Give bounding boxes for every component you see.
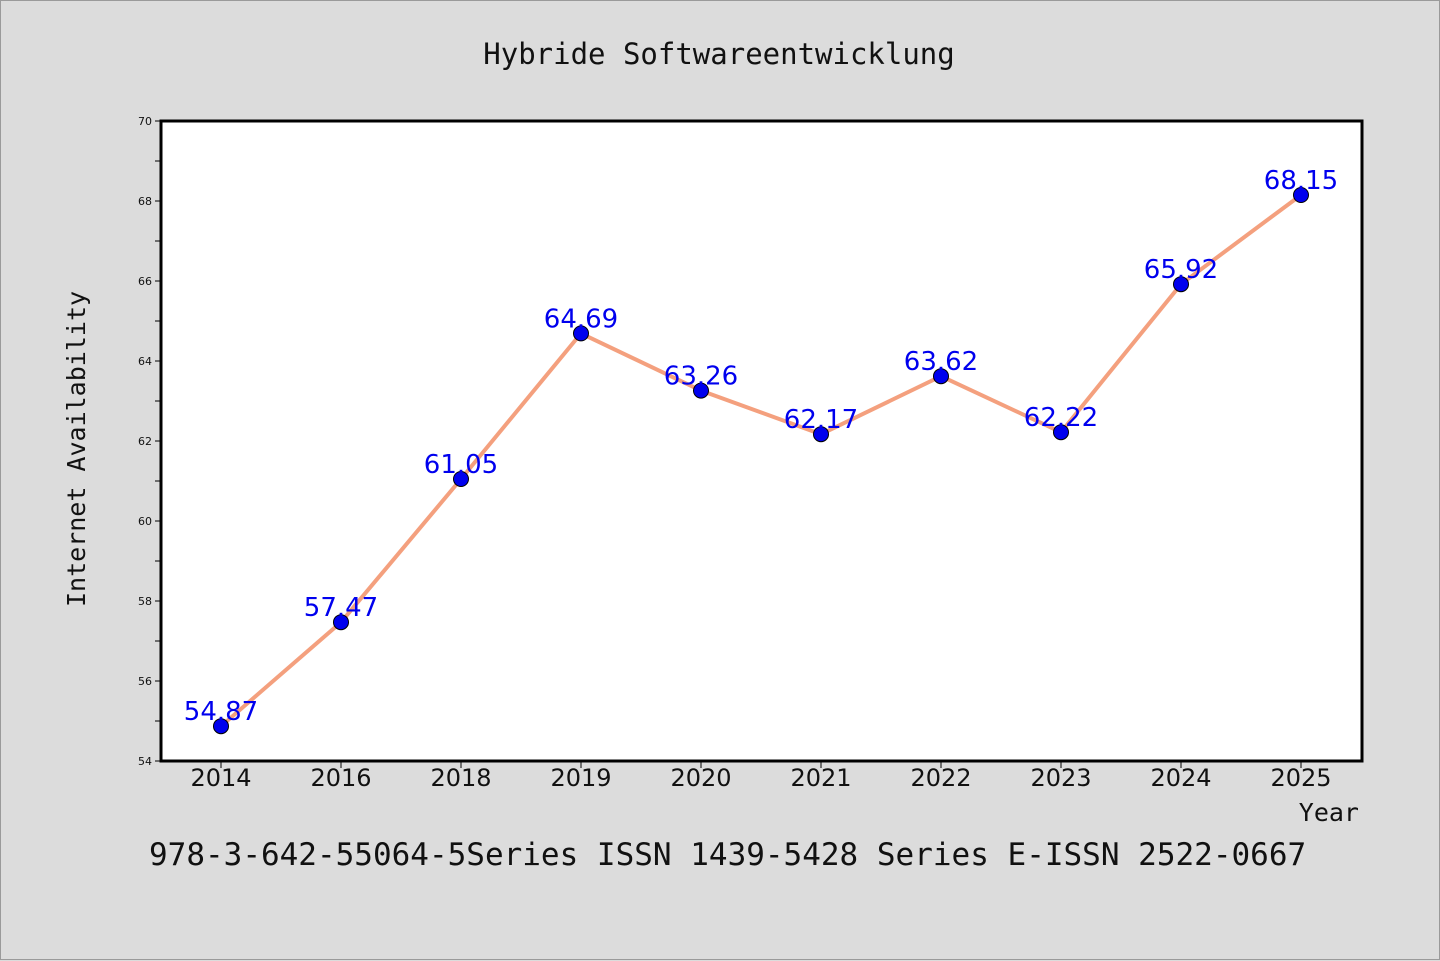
data-point (813, 426, 829, 443)
data-label: 63.26 (664, 362, 738, 392)
y-tick-label: 56 (138, 675, 152, 688)
data-label: 62.17 (784, 405, 858, 435)
y-tick-label: 60 (138, 515, 152, 528)
footer-isbn-issn: 978-3-642-55064-5Series ISSN 1439-5428 S… (149, 837, 1306, 873)
data-label: 54.87 (184, 697, 258, 727)
data-label: 68.15 (1264, 166, 1338, 196)
data-point (1293, 187, 1309, 203)
data-point (1053, 424, 1069, 441)
data-label: 61.05 (424, 450, 498, 480)
x-tick-label: 2016 (310, 764, 371, 792)
data-label: 57.47 (304, 593, 378, 623)
data-point (333, 614, 349, 631)
data-label: 64.69 (544, 304, 618, 334)
data-label: 63.62 (904, 347, 978, 377)
data-point (573, 325, 589, 342)
x-tick-label: 2023 (1030, 764, 1091, 792)
data-labels: 54.87 57.47 61.05 64.69 63.26 62.17 63.62 62.22… (184, 166, 1338, 727)
y-tick-label: 70 (138, 115, 152, 128)
x-axis-label: Year (1299, 798, 1359, 827)
x-tick-label: 2019 (550, 764, 611, 792)
data-point (693, 382, 709, 399)
y-tick-label: 66 (138, 275, 152, 288)
x-tick-label: 2022 (910, 764, 971, 792)
x-tick-label: 2021 (790, 764, 851, 792)
x-tick-label: 2018 (430, 764, 491, 792)
x-tick-label: 2025 (1270, 764, 1331, 792)
y-tick-label: 58 (138, 595, 152, 608)
x-axis-ticks: 2014 2016 2018 2019 2020 2021 2022 2023 2024 2025 (190, 761, 1332, 792)
x-tick-label: 2014 (190, 764, 251, 792)
data-point (453, 471, 469, 487)
x-tick-label: 2020 (670, 764, 731, 792)
y-tick-label: 68 (138, 195, 152, 208)
data-point (933, 368, 949, 385)
data-label: 62.22 (1024, 403, 1098, 433)
plot-area (159, 119, 1364, 763)
data-point (1173, 276, 1189, 293)
y-tick-label: 54 (138, 755, 152, 768)
y-axis-label: Internet Availability (62, 291, 91, 607)
chart-title: Hybride Softwareentwicklung (483, 37, 954, 71)
series-layer (213, 187, 1309, 735)
x-tick-label: 2024 (1150, 764, 1211, 792)
series-line (219, 193, 1303, 728)
data-point (213, 718, 229, 735)
data-label: 65.92 (1144, 255, 1218, 285)
y-axis-ticks: 54 56 58 60 62 64 66 68 70 (138, 115, 161, 768)
y-tick-label: 64 (138, 355, 152, 368)
y-tick-label: 62 (138, 435, 152, 448)
